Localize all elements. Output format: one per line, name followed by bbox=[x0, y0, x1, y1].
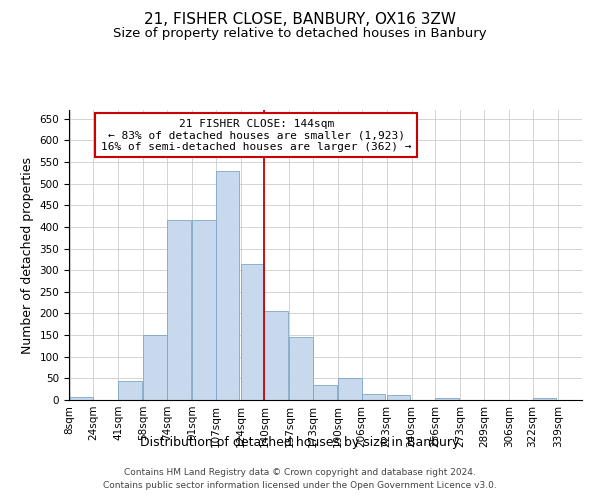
Bar bbox=[143, 335, 167, 400]
Text: Contains HM Land Registry data © Crown copyright and database right 2024.: Contains HM Land Registry data © Crown c… bbox=[124, 468, 476, 477]
Bar bbox=[215, 170, 239, 400]
Bar bbox=[265, 312, 288, 400]
Text: 21, FISHER CLOSE, BANBURY, OX16 3ZW: 21, FISHER CLOSE, BANBURY, OX16 3ZW bbox=[144, 12, 456, 28]
Y-axis label: Number of detached properties: Number of detached properties bbox=[21, 156, 34, 354]
Text: Contains public sector information licensed under the Open Government Licence v3: Contains public sector information licen… bbox=[103, 480, 497, 490]
Bar bbox=[313, 385, 337, 400]
Text: Distribution of detached houses by size in Banbury: Distribution of detached houses by size … bbox=[140, 436, 460, 449]
Bar bbox=[338, 378, 362, 400]
Bar bbox=[436, 398, 459, 400]
Bar bbox=[533, 398, 556, 400]
Text: 21 FISHER CLOSE: 144sqm
← 83% of detached houses are smaller (1,923)
16% of semi: 21 FISHER CLOSE: 144sqm ← 83% of detache… bbox=[101, 118, 412, 152]
Bar bbox=[386, 395, 410, 400]
Bar bbox=[362, 394, 385, 400]
Bar bbox=[70, 396, 94, 400]
Text: Size of property relative to detached houses in Banbury: Size of property relative to detached ho… bbox=[113, 28, 487, 40]
Bar bbox=[192, 220, 215, 400]
Bar bbox=[118, 380, 142, 400]
Bar bbox=[167, 220, 191, 400]
Bar bbox=[289, 337, 313, 400]
Bar bbox=[241, 264, 265, 400]
